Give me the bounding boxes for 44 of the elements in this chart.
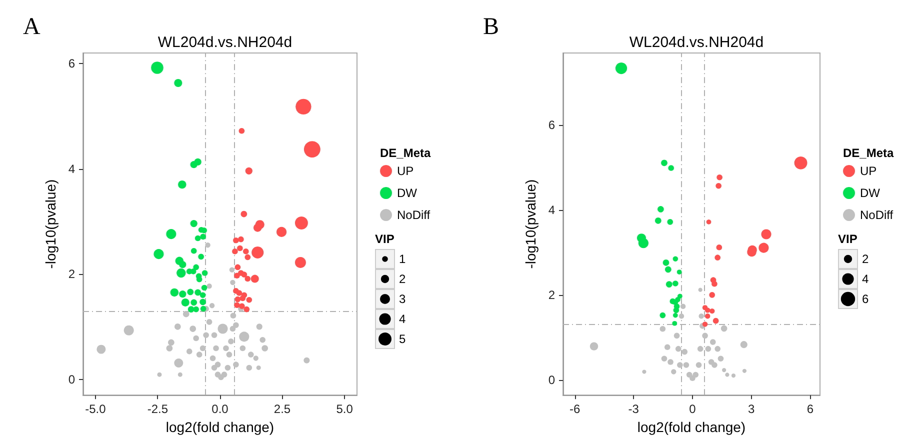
legend-label: UP — [860, 164, 877, 178]
y-axis-title: -log10(pvalue) — [42, 179, 58, 269]
legend-label: 2 — [862, 252, 869, 266]
text: A — [23, 14, 41, 40]
chart-title: WL204d.vs.NH204d — [629, 34, 764, 51]
y-tick-label: 0 — [548, 372, 556, 387]
y-tick-label: 6 — [68, 56, 76, 71]
y-tick-label: 2 — [68, 267, 76, 282]
x-tick-label: 0 — [689, 402, 696, 416]
y-tick-label: 0 — [68, 372, 76, 386]
chart-title: WL204d.vs.NH204d — [158, 34, 292, 51]
legend-label: NoDiff — [397, 208, 431, 222]
x-tick-label: -3 — [628, 402, 640, 416]
text: DE_Meta — [380, 146, 431, 160]
y-axis-title: -log10(pvalue) — [522, 179, 538, 269]
legend-label: UP — [397, 164, 414, 178]
x-tick-label: -5.0 — [85, 402, 106, 416]
x-tick-label: 2.5 — [274, 402, 291, 416]
text: B — [483, 14, 500, 40]
legend-label: NoDiff — [860, 208, 894, 222]
legend-label: 3 — [399, 292, 406, 306]
y-tick-label: 6 — [548, 118, 556, 132]
text: VIP — [838, 232, 858, 246]
y-tick-label: 4 — [68, 162, 76, 176]
legend-label: DW — [397, 186, 418, 200]
x-tick-label: 5.0 — [336, 402, 354, 416]
legend-label: 5 — [399, 332, 406, 346]
legend-label: 4 — [399, 312, 406, 326]
text: VIP — [375, 232, 394, 246]
legend-label: 2 — [399, 272, 406, 286]
x-tick-label: -6 — [569, 402, 580, 416]
x-tick-label: 3 — [748, 402, 755, 416]
x-tick-label: 6 — [806, 402, 814, 416]
y-tick-label: 4 — [548, 203, 556, 218]
text: DE_Meta — [843, 146, 894, 160]
y-tick-label: 2 — [548, 288, 556, 302]
x-tick-label: -2.5 — [147, 402, 168, 416]
x-axis-title: log2(fold change) — [637, 419, 746, 435]
legend-label: 4 — [862, 272, 869, 286]
x-tick-label: 0.0 — [212, 402, 229, 416]
legend-label: 1 — [399, 252, 406, 266]
legend-label: DW — [860, 186, 881, 200]
x-axis-title: log2(fold change) — [166, 419, 274, 435]
legend-label: 6 — [862, 292, 869, 306]
